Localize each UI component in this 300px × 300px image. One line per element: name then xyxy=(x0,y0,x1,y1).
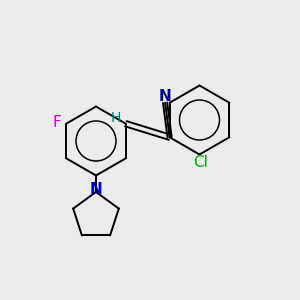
Text: N: N xyxy=(90,182,102,197)
Text: Cl: Cl xyxy=(194,155,208,170)
Text: N: N xyxy=(159,89,172,104)
Text: H: H xyxy=(111,111,122,125)
Text: F: F xyxy=(53,115,62,130)
